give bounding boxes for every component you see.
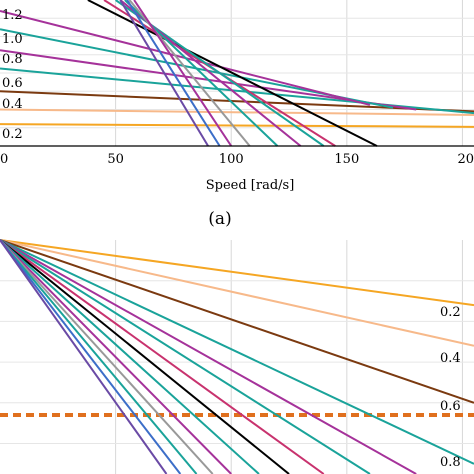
series-line-bottom-6 bbox=[0, 239, 325, 474]
curve-label: 0.8 bbox=[2, 52, 23, 67]
x-tick-label: 150 bbox=[334, 152, 359, 167]
x-tick-label: 100 bbox=[219, 152, 244, 167]
series-line-bottom-11 bbox=[0, 239, 198, 474]
series-line-bottom-3 bbox=[0, 239, 474, 465]
x-tick-label: 50 bbox=[107, 152, 124, 167]
series-line-bottom-7 bbox=[0, 239, 290, 474]
top-panel: 0 50 100 150 20 1.4 1.2 1.0 0.8 0.6 0.4 0.2 bbox=[0, 0, 474, 167]
series-line-bottom-8 bbox=[0, 239, 260, 474]
curve-label: 0.4 bbox=[440, 351, 461, 366]
curve-label: 0.2 bbox=[2, 127, 23, 142]
series-line-bottom-5 bbox=[0, 239, 371, 474]
curve-label: 0.6 bbox=[2, 76, 23, 91]
series-line-bottom-13 bbox=[0, 239, 168, 474]
x-axis-title: Speed [rad/s] bbox=[206, 178, 295, 193]
x-tick-label: 0 bbox=[0, 152, 8, 167]
series-line-bottom-9 bbox=[0, 239, 232, 474]
series-line-top-0 bbox=[0, 123, 474, 128]
curve-label: 1.0 bbox=[2, 32, 23, 47]
series-line-top-2 bbox=[0, 90, 474, 113]
curve-label: 0.8 bbox=[440, 455, 461, 470]
series-line-bottom-2 bbox=[0, 239, 474, 404]
caption: (a) bbox=[208, 209, 231, 229]
series-line-top-15 bbox=[119, 0, 209, 147]
curve-label: 0.6 bbox=[440, 399, 461, 414]
series-line-bottom-1 bbox=[0, 239, 474, 347]
series-line-bottom-12 bbox=[0, 239, 182, 474]
curve-label: 1.4 bbox=[2, 0, 23, 4]
series-line-bottom-4 bbox=[0, 239, 417, 474]
series-line-bottom-10 bbox=[0, 239, 214, 474]
x-tick-label: 20 bbox=[457, 152, 474, 167]
curve-label: 1.2 bbox=[2, 8, 23, 23]
series-line-top-13 bbox=[133, 0, 233, 147]
curve-label: 0.2 bbox=[440, 305, 461, 320]
series-line-bottom-0 bbox=[0, 239, 474, 307]
bottom-panel: 0.2 0.4 0.6 0.8 bbox=[0, 239, 474, 474]
series-line-top-14 bbox=[126, 0, 221, 147]
series-line-top-1 bbox=[0, 108, 474, 116]
curve-label: 0.4 bbox=[2, 97, 23, 112]
